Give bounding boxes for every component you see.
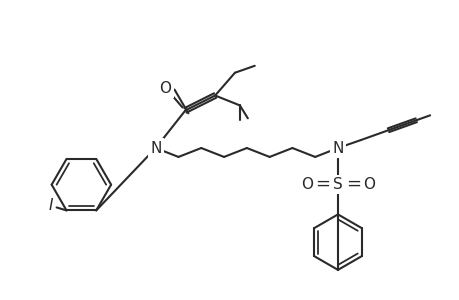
Text: N: N [150,140,161,155]
Text: =: = [345,175,360,193]
Text: I: I [48,198,53,213]
Text: S: S [332,177,342,192]
Text: N: N [331,140,343,155]
Text: i: i [49,198,53,213]
Text: O: O [362,177,374,192]
Text: O: O [301,177,313,192]
Text: i: i [49,199,52,212]
Text: O: O [159,81,171,96]
Text: =: = [314,175,330,193]
